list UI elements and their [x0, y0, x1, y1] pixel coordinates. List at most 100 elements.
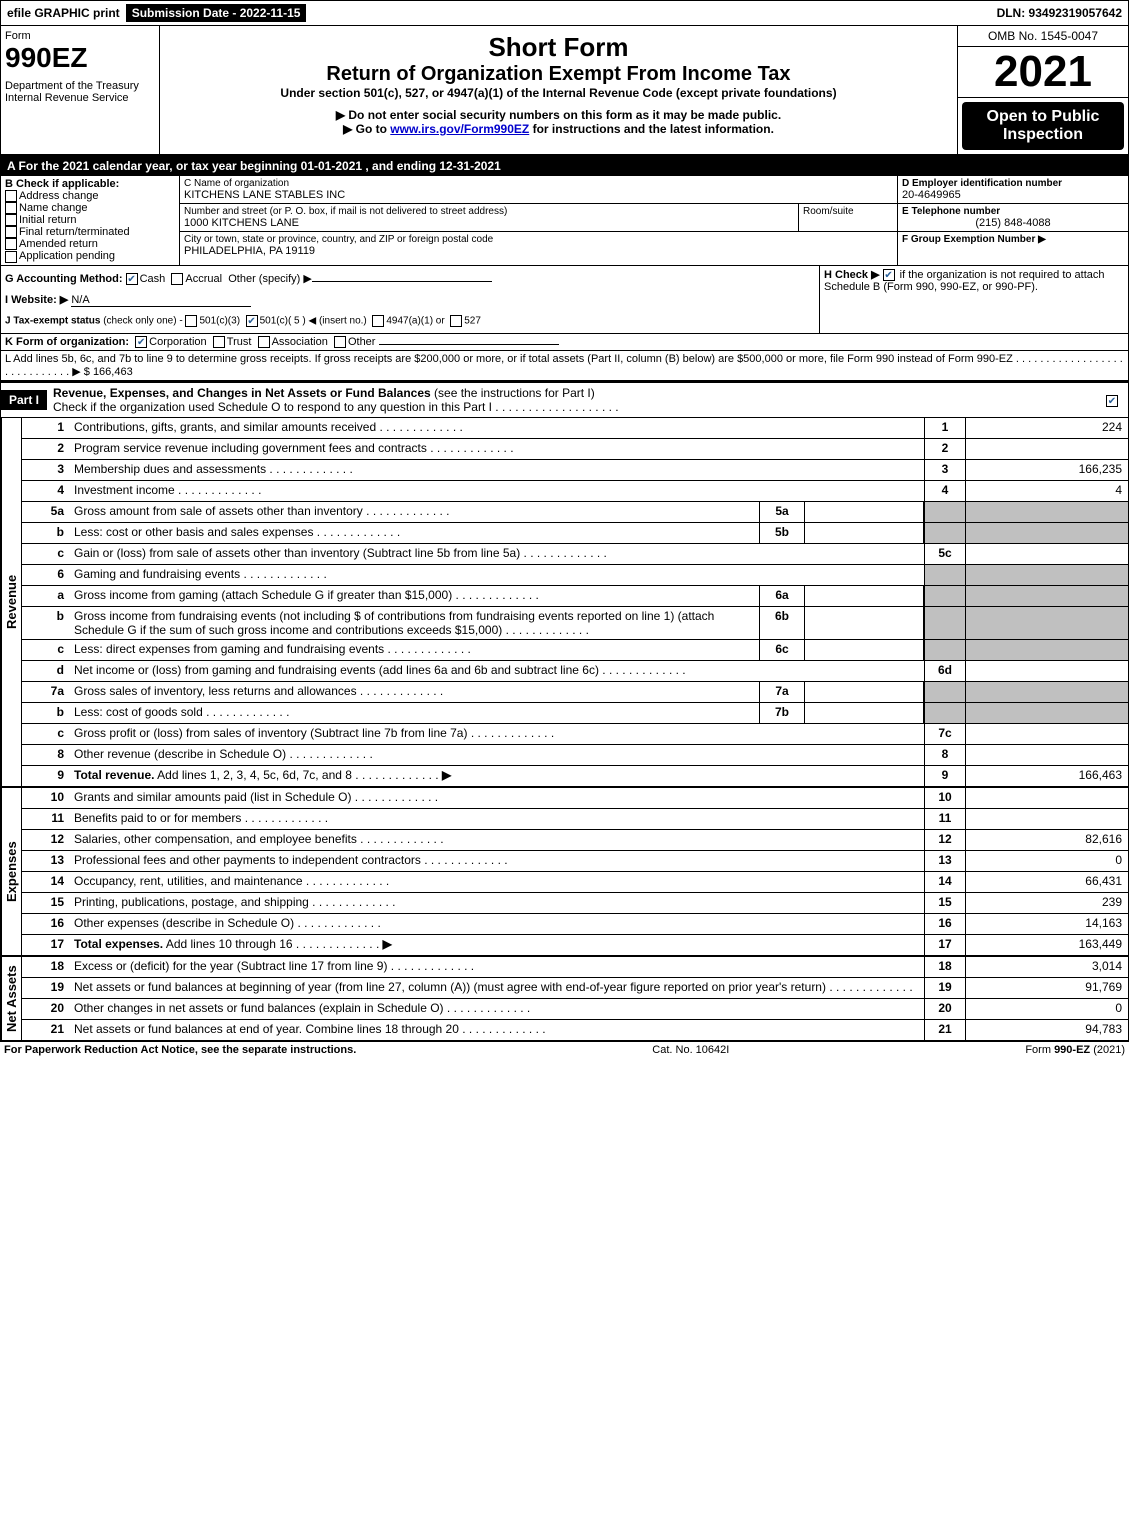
- line-l-row: L Add lines 5b, 6c, and 7b to line 9 to …: [0, 351, 1129, 381]
- sub-line-label: 5a: [759, 502, 805, 522]
- line-d: dNet income or (loss) from gaming and fu…: [22, 661, 1128, 682]
- line-num: 2: [22, 439, 70, 459]
- checkbox-amended-return[interactable]: [5, 238, 17, 250]
- checkbox-527[interactable]: [450, 315, 462, 327]
- line-num: 12: [22, 830, 70, 850]
- checkbox-final-return[interactable]: [5, 226, 17, 238]
- checkbox-other-org[interactable]: [334, 336, 346, 348]
- line-8: 8Other revenue (describe in Schedule O) …: [22, 745, 1128, 766]
- sub-line-value: [805, 586, 924, 606]
- line-num: c: [22, 640, 70, 660]
- line-desc: Benefits paid to or for members . . . . …: [70, 809, 924, 829]
- amount-cell: [966, 788, 1128, 808]
- amount-cell: 163,449: [966, 935, 1128, 955]
- top-bar: efile GRAPHIC print Submission Date - 20…: [0, 0, 1129, 26]
- line-b: bLess: cost of goods sold . . . . . . . …: [22, 703, 1128, 724]
- amount-cell-shaded: [966, 640, 1128, 660]
- num-cell-shaded: [924, 703, 966, 723]
- subtitle: Under section 501(c), 527, or 4947(a)(1)…: [166, 86, 951, 100]
- sub-line-value: [805, 682, 924, 702]
- sub-line-label: 6c: [759, 640, 805, 660]
- num-cell-shaded: [924, 565, 966, 585]
- num-cell: 16: [924, 914, 966, 934]
- line-l-text: L Add lines 5b, 6c, and 7b to line 9 to …: [5, 353, 1013, 365]
- line-18: 18Excess or (deficit) for the year (Subt…: [22, 957, 1128, 978]
- line-desc: Investment income . . . . . . . . . . . …: [70, 481, 924, 501]
- checkbox-schedule-b[interactable]: [883, 269, 895, 281]
- line-num: 15: [22, 893, 70, 913]
- label-amended-return: Amended return: [19, 238, 98, 250]
- footer-center: Cat. No. 10642I: [652, 1044, 729, 1056]
- label-address-change: Address change: [19, 190, 99, 202]
- line-desc: Gain or (loss) from sale of assets other…: [70, 544, 924, 564]
- form-number: 990EZ: [5, 42, 155, 74]
- line-15: 15Printing, publications, postage, and s…: [22, 893, 1128, 914]
- line-num: b: [22, 523, 70, 543]
- amount-cell-shaded: [966, 502, 1128, 522]
- label-other-org: Other: [348, 336, 376, 348]
- line-num: 11: [22, 809, 70, 829]
- line-19: 19Net assets or fund balances at beginni…: [22, 978, 1128, 999]
- line-desc: Gross income from gaming (attach Schedul…: [70, 586, 759, 606]
- line-desc: Gross income from fundraising events (no…: [70, 607, 759, 639]
- checkbox-assoc[interactable]: [258, 336, 270, 348]
- num-cell: 10: [924, 788, 966, 808]
- org-street: 1000 KITCHENS LANE: [184, 217, 794, 229]
- checkbox-501c[interactable]: [246, 315, 258, 327]
- sub-line-value: [805, 523, 924, 543]
- label-initial-return: Initial return: [19, 214, 76, 226]
- line-num: 19: [22, 978, 70, 998]
- line-desc: Gross sales of inventory, less returns a…: [70, 682, 759, 702]
- checkbox-name-change[interactable]: [5, 202, 17, 214]
- goto-suffix: for instructions and the latest informat…: [529, 122, 774, 136]
- line-a: aGross income from gaming (attach Schedu…: [22, 586, 1128, 607]
- city-label: City or town, state or province, country…: [184, 234, 893, 245]
- line-num: d: [22, 661, 70, 681]
- label-501c: 501(c)( 5 ) ◀ (insert no.): [260, 315, 367, 326]
- line-k-row: K Form of organization: Corporation Trus…: [0, 334, 1129, 351]
- num-cell: 18: [924, 957, 966, 977]
- checkbox-accrual[interactable]: [171, 273, 183, 285]
- sub-line-label: 5b: [759, 523, 805, 543]
- form-header: Form 990EZ Department of the Treasury In…: [0, 26, 1129, 156]
- form-word: Form: [5, 30, 155, 42]
- checkbox-application-pending[interactable]: [5, 251, 17, 263]
- org-city: PHILADELPHIA, PA 19119: [184, 245, 893, 257]
- checkbox-initial-return[interactable]: [5, 214, 17, 226]
- line-desc: Excess or (deficit) for the year (Subtra…: [70, 957, 924, 977]
- tax-year: 2021: [958, 47, 1128, 98]
- checkbox-trust[interactable]: [213, 336, 225, 348]
- num-cell: 15: [924, 893, 966, 913]
- checkbox-501c3[interactable]: [185, 315, 197, 327]
- sub-line-label: 7a: [759, 682, 805, 702]
- checkbox-corp[interactable]: [135, 336, 147, 348]
- line-num: 16: [22, 914, 70, 934]
- checkbox-address-change[interactable]: [5, 190, 17, 202]
- line-num: 17: [22, 935, 70, 955]
- label-527: 527: [464, 315, 481, 326]
- line-3: 3Membership dues and assessments . . . .…: [22, 460, 1128, 481]
- label-4947: 4947(a)(1) or: [386, 315, 444, 326]
- line-l-amount: $ 166,463: [84, 366, 133, 378]
- entity-info-block: B Check if applicable: Address change Na…: [0, 176, 1129, 266]
- checkbox-4947[interactable]: [372, 315, 384, 327]
- irs-link[interactable]: www.irs.gov/Form990EZ: [390, 122, 529, 136]
- website-value: N/A: [71, 294, 251, 307]
- checkbox-cash[interactable]: [126, 273, 138, 285]
- main-title: Return of Organization Exempt From Incom…: [166, 63, 951, 86]
- line-num: b: [22, 607, 70, 639]
- amount-cell: 3,014: [966, 957, 1128, 977]
- line-13: 13Professional fees and other payments t…: [22, 851, 1128, 872]
- num-cell: 1: [924, 418, 966, 438]
- box-b-heading: B Check if applicable:: [5, 178, 175, 190]
- amount-cell: 91,769: [966, 978, 1128, 998]
- amount-cell: 239: [966, 893, 1128, 913]
- line-g-label: G Accounting Method:: [5, 273, 123, 285]
- label-assoc: Association: [272, 336, 328, 348]
- sub-line-value: [805, 607, 924, 639]
- line-desc: Membership dues and assessments . . . . …: [70, 460, 924, 480]
- footer-left: For Paperwork Reduction Act Notice, see …: [4, 1044, 356, 1056]
- amount-cell: 0: [966, 851, 1128, 871]
- line-num: 21: [22, 1020, 70, 1040]
- checkbox-schedule-o-part1[interactable]: [1106, 395, 1118, 407]
